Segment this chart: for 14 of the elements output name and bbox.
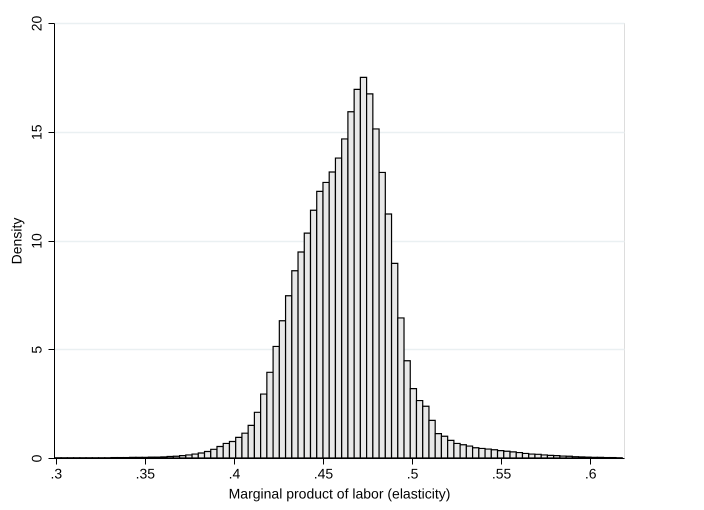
x-tick-label: .3: [50, 466, 62, 482]
x-tick-label: .55: [492, 466, 512, 482]
y-tick-label: 0: [28, 454, 44, 462]
x-axis-title: Marginal product of labor (elasticity): [228, 486, 450, 502]
y-tick-label: 20: [28, 16, 44, 32]
x-tick-label: .4: [228, 466, 240, 482]
y-tick-label: 15: [28, 124, 44, 140]
y-tick-label: 10: [28, 233, 44, 249]
x-tick-label: .5: [406, 466, 419, 482]
x-tick-label: .6: [584, 466, 597, 482]
y-tick-label: 5: [28, 346, 44, 354]
x-tick-label: .35: [136, 466, 156, 482]
x-tick-label: .45: [314, 466, 334, 482]
y-axis-title: Density: [8, 218, 24, 264]
